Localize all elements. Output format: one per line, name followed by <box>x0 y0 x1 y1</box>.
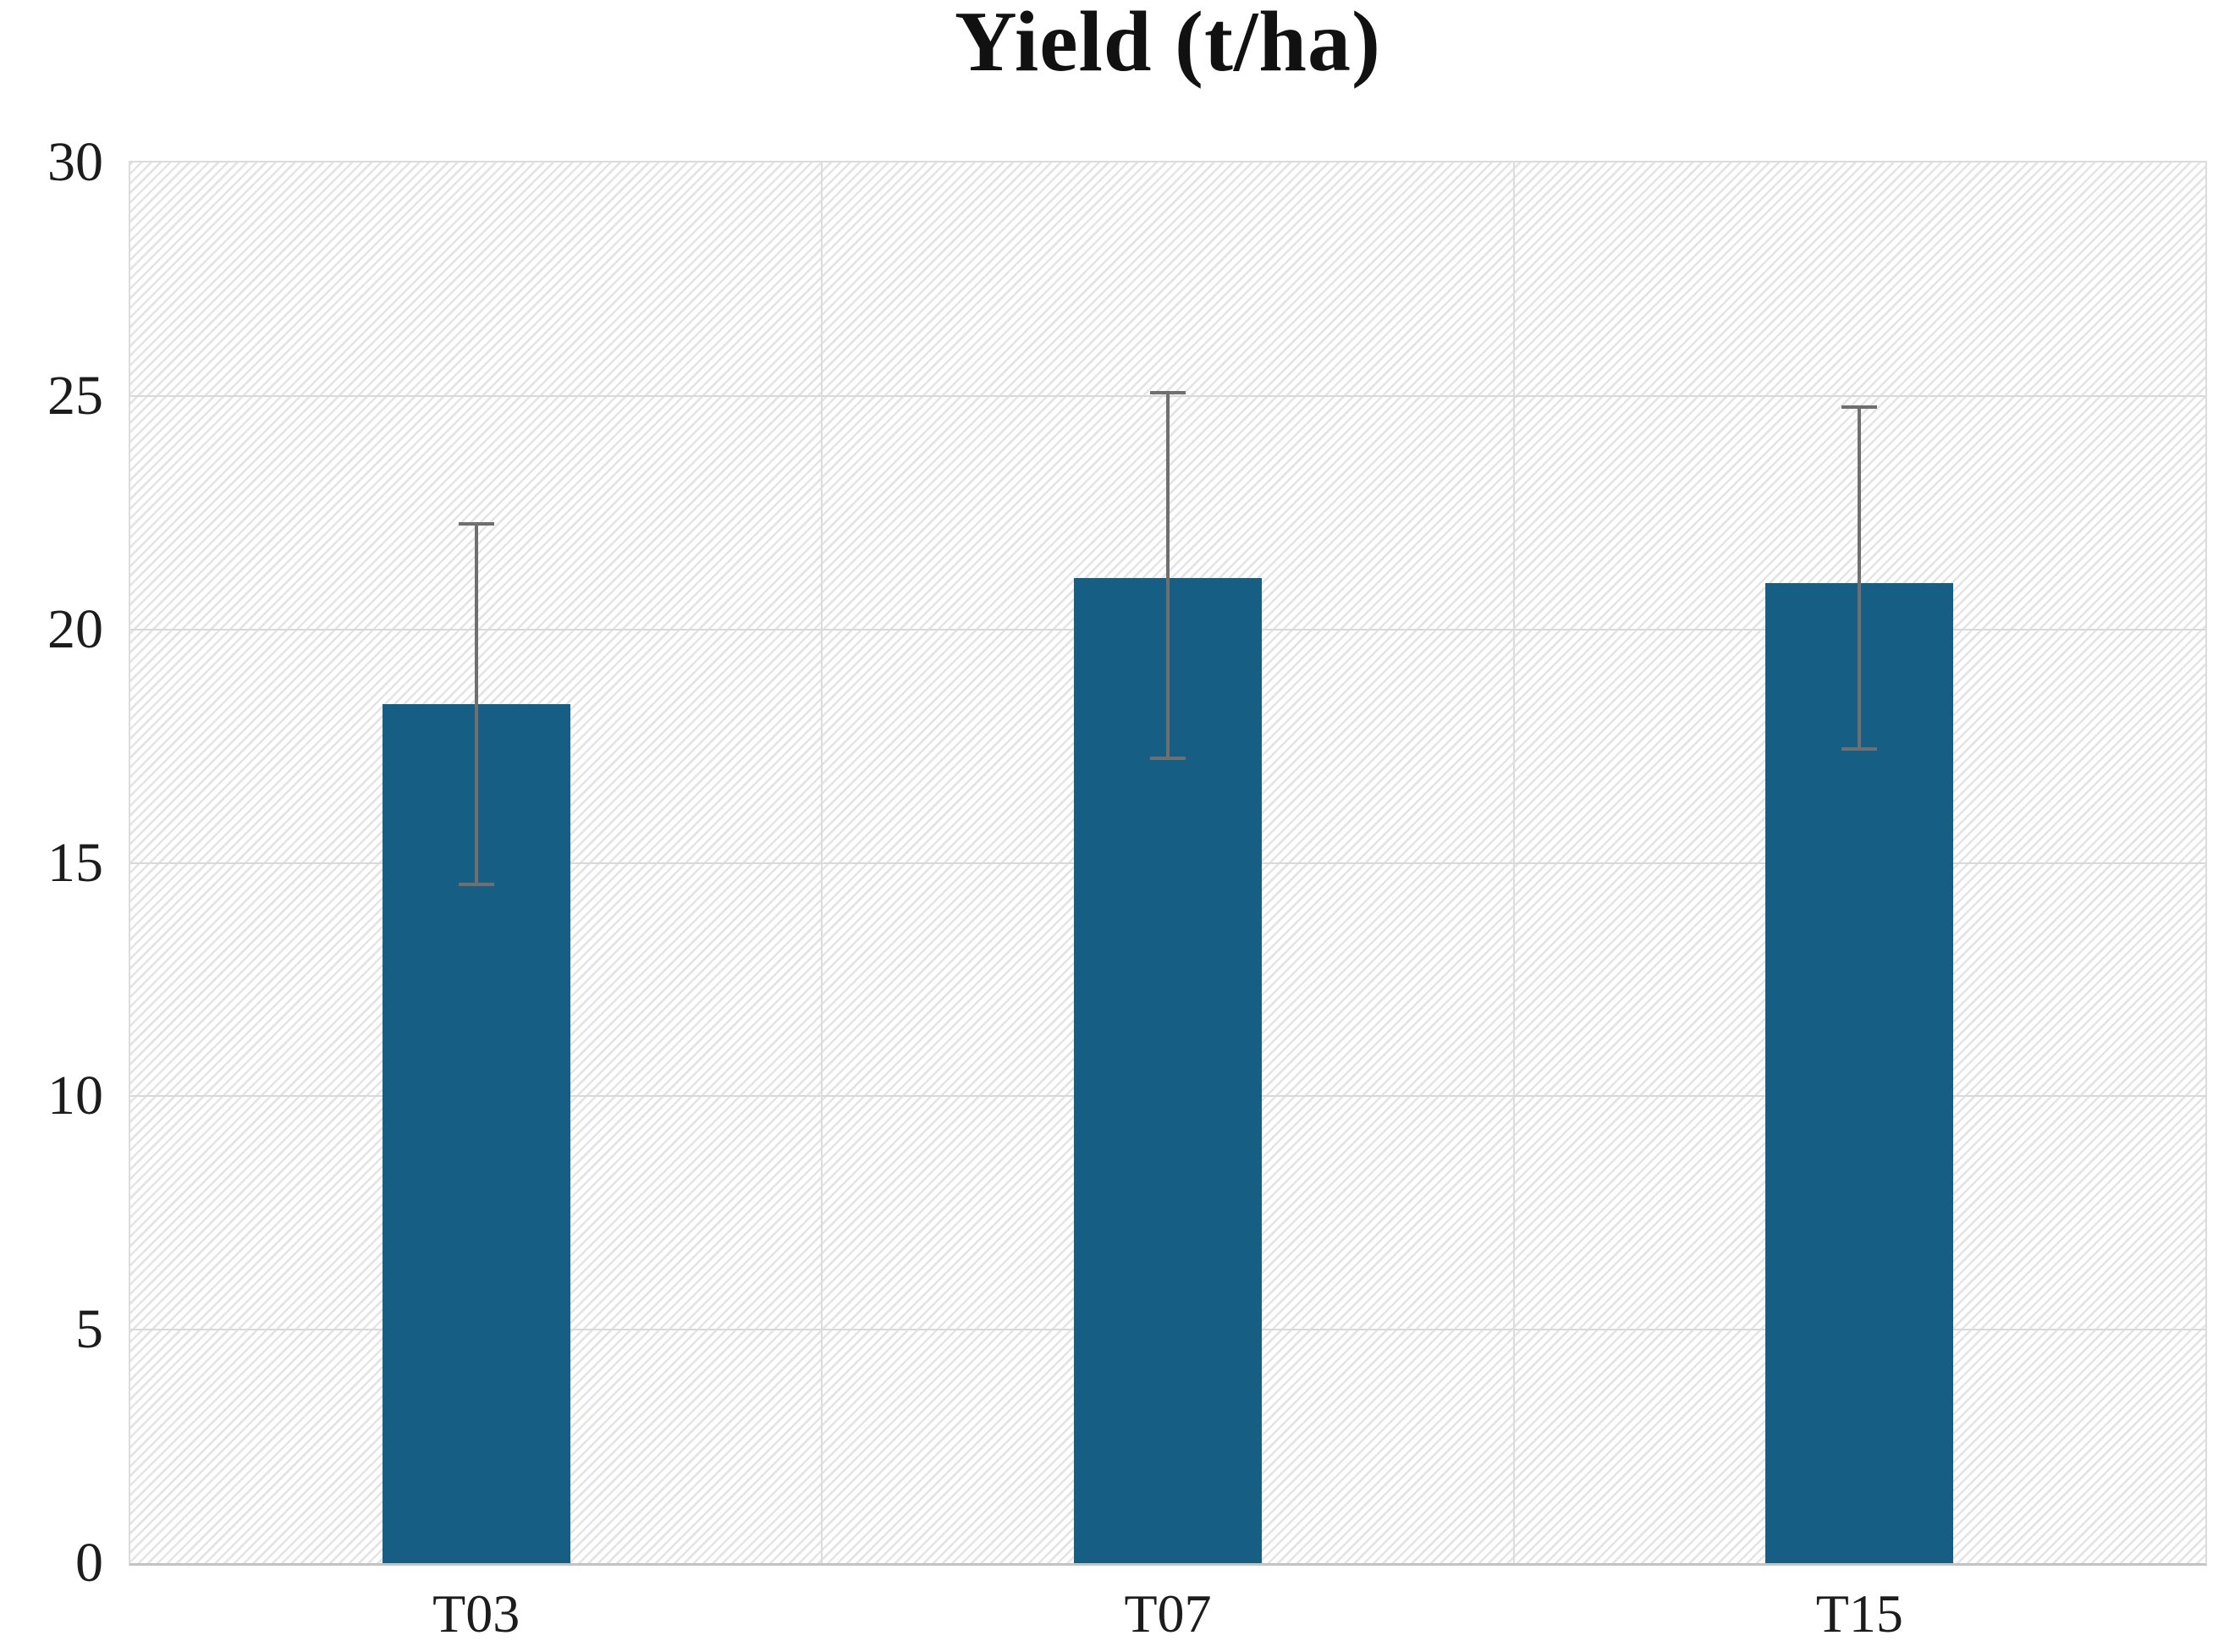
error-bar-bottom-cap-T07 <box>1150 757 1186 761</box>
x-gridline-2 <box>1512 162 1515 1563</box>
error-bar-bottom-cap-T15 <box>1841 747 1878 752</box>
plot-area <box>129 161 2207 1566</box>
error-bar-line-T03 <box>474 521 478 887</box>
x-gridline-1 <box>821 162 823 1563</box>
error-bar-bottom-cap-T03 <box>458 883 494 887</box>
error-bar-top-cap-T03 <box>458 521 494 526</box>
x-axis-label-T15: T15 <box>1815 1583 1903 1644</box>
y-axis-label-25: 25 <box>47 364 103 427</box>
x-axis-label-T07: T07 <box>1124 1583 1212 1644</box>
error-bar-line-T15 <box>1858 405 1862 752</box>
error-bar-top-cap-T07 <box>1150 391 1186 395</box>
y-axis-label-5: 5 <box>75 1298 103 1361</box>
y-axis-label-30: 30 <box>47 131 103 193</box>
error-bar-line-T07 <box>1166 391 1170 761</box>
y-axis-label-15: 15 <box>47 831 103 894</box>
y-axis-label-10: 10 <box>47 1065 103 1127</box>
y-axis-label-20: 20 <box>47 597 103 660</box>
x-axis-label-T03: T03 <box>432 1583 520 1644</box>
y-axis-label-0: 0 <box>75 1532 103 1594</box>
error-bar-top-cap-T15 <box>1841 405 1878 409</box>
chart-title: Yield (t/ha) <box>954 0 1382 90</box>
